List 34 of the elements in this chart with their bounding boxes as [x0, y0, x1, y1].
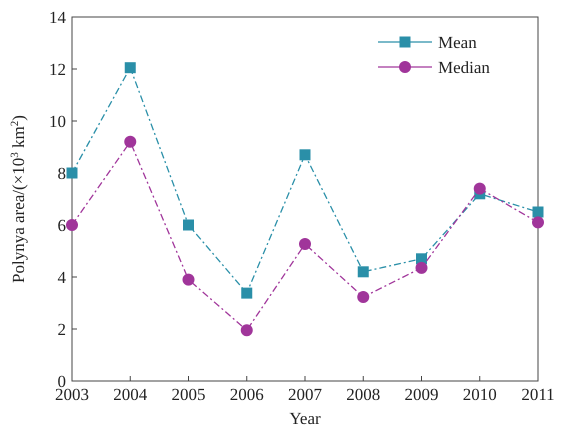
point — [532, 206, 544, 218]
point — [183, 220, 194, 230]
point — [124, 62, 136, 74]
x-tick-label: 2004 — [113, 385, 148, 404]
point — [240, 324, 253, 336]
y-tick-label: 2 — [58, 320, 66, 339]
point — [241, 288, 252, 299]
y-tick-label: 8 — [58, 164, 66, 183]
y-tick-label: 10 — [49, 112, 66, 131]
point — [357, 291, 370, 304]
point — [474, 182, 486, 195]
x-tick-label: 2011 — [521, 385, 555, 404]
point — [66, 168, 78, 178]
point — [416, 262, 428, 274]
x-tick-label: 2010 — [462, 385, 497, 404]
x-tick-label: 2009 — [404, 385, 438, 404]
legend-label: Mean — [438, 33, 478, 52]
y-tick-label: 12 — [49, 60, 66, 79]
x-tick-label: 2005 — [172, 385, 206, 404]
point — [300, 149, 310, 160]
x-tick-label: 2007 — [288, 385, 322, 404]
y-tick-label: 4 — [58, 268, 66, 287]
y-tick-label: 6 — [58, 216, 66, 235]
point — [358, 266, 369, 278]
point — [182, 274, 194, 286]
point — [124, 136, 136, 148]
x-tick-label: 2008 — [346, 385, 380, 404]
x-axis-title: Year — [289, 409, 321, 428]
x-tick-label: 2006 — [230, 385, 264, 404]
point — [299, 238, 311, 250]
point — [532, 216, 544, 228]
y-tick-label: 14 — [49, 8, 66, 27]
point — [66, 219, 78, 231]
legend-label: Median — [438, 58, 490, 77]
